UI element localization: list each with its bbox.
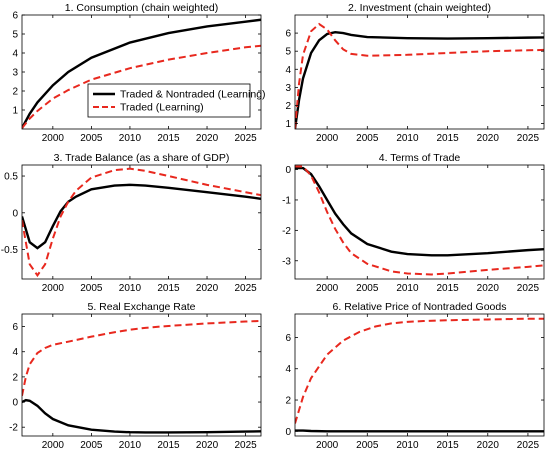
panel-2-frame: [294, 14, 545, 130]
panel-2-title: 2. Investment (chain weighted): [348, 2, 491, 14]
x-tick-label: 2005: [356, 440, 379, 451]
y-tick-label: 0.5: [4, 172, 18, 183]
y-tick-label: -3: [282, 256, 291, 267]
x-tick-label: 2000: [42, 283, 65, 294]
panel-3-series-traded-nontraded: [22, 183, 261, 250]
x-tick-label: 2015: [157, 133, 180, 144]
y-tick-label: 2: [285, 396, 291, 407]
panel-6-series-traded: [295, 317, 544, 424]
x-tick-label: 2000: [42, 440, 65, 451]
panel-6-title: 6. Relative Price of Nontraded Goods: [333, 301, 507, 313]
x-tick-label: 2010: [396, 133, 419, 144]
x-tick-label: 2020: [196, 283, 219, 294]
panel-4-series-traded-nontraded: [295, 166, 544, 257]
x-tick-label: 2005: [80, 283, 103, 294]
y-tick-label: 4: [12, 49, 18, 60]
x-tick-label: 2010: [119, 440, 142, 451]
x-tick-label: 2020: [477, 283, 500, 294]
x-tick-label: 2010: [396, 283, 419, 294]
x-tick-label: 2025: [517, 283, 540, 294]
x-tick-label: 2005: [80, 133, 103, 144]
y-tick-label: 0: [12, 208, 18, 219]
panel-4-title: 4. Terms of Trade: [379, 152, 461, 164]
y-tick-label: 6: [12, 11, 18, 22]
y-tick-label: -1: [282, 195, 291, 206]
panel-1-title: 1. Consumption (chain weighted): [65, 2, 219, 14]
y-tick-label: 2: [285, 101, 291, 112]
panel-5-series-traded-nontraded: [22, 398, 261, 434]
panel-2-series-traded: [295, 22, 544, 129]
panel-2-series-traded-nontraded: [295, 30, 544, 129]
x-tick-label: 2015: [436, 440, 459, 451]
legend-label: Traded (Learning): [120, 102, 204, 114]
x-tick-label: 2015: [436, 133, 459, 144]
y-tick-label: 5: [285, 47, 291, 58]
panel-6-series-traded-nontraded: [295, 429, 544, 433]
legend-box: [87, 83, 251, 118]
y-tick-label: 1: [12, 106, 18, 117]
x-tick-label: 2025: [517, 133, 540, 144]
panel-4: 4. Terms of Trade 2000 2005 2010 2015 2020 202…: [282, 152, 545, 294]
y-tick-label: 1: [285, 119, 291, 130]
panel-3: 3. Trade Balance (as a share of GDP) 2000…: [1, 152, 262, 294]
panel-5-title: 5. Real Exchange Rate: [88, 301, 196, 313]
x-tick-label: 2000: [316, 283, 339, 294]
y-tick-label: -2: [282, 226, 291, 237]
x-tick-label: 2005: [80, 440, 103, 451]
x-tick-label: 2000: [316, 440, 339, 451]
y-tick-label: -2: [9, 423, 18, 434]
x-tick-label: 2000: [316, 133, 339, 144]
panel-2: 2. Investment (chain weighted) 2000 2005 20…: [285, 2, 545, 144]
x-tick-label: 2025: [517, 440, 540, 451]
y-tick-label: 0: [285, 427, 291, 438]
panel-4-series-traded: [295, 165, 544, 276]
x-tick-label: 2020: [477, 133, 500, 144]
y-tick-label: 2: [12, 372, 18, 383]
panel-1: 1. Consumption (chain weighted) 2000 2005 2…: [12, 2, 265, 144]
x-tick-label: 2010: [119, 133, 142, 144]
y-tick-label: 4: [285, 364, 291, 375]
x-tick-label: 2020: [477, 440, 500, 451]
x-tick-label: 2015: [157, 440, 180, 451]
x-tick-label: 2015: [436, 283, 459, 294]
x-tick-label: 2005: [356, 283, 379, 294]
x-tick-label: 2020: [196, 133, 219, 144]
x-tick-label: 2000: [42, 133, 65, 144]
x-tick-label: 2010: [119, 283, 142, 294]
y-tick-label: 5: [12, 30, 18, 41]
legend: Traded & Nontraded (Learning)Traded (Lea…: [87, 83, 266, 118]
panel-3-frame: [21, 164, 262, 280]
panel-3-title: 3. Trade Balance (as a share of GDP): [54, 152, 230, 164]
y-tick-label: 4: [285, 65, 291, 76]
y-tick-label: 3: [12, 68, 18, 79]
x-tick-label: 2025: [234, 283, 257, 294]
panel-1-series-traded-nontraded: [22, 18, 261, 129]
panel-4-frame: [294, 164, 545, 280]
panel-5-series-traded: [22, 319, 261, 396]
panel-6: 6. Relative Price of Nontraded Goods 2000…: [285, 301, 545, 451]
legend-label: Traded & Nontraded (Learning): [120, 89, 266, 101]
y-tick-label: -0.5: [1, 245, 19, 256]
y-tick-label: 0: [12, 398, 18, 409]
x-tick-label: 2005: [356, 133, 379, 144]
x-tick-label: 2015: [157, 283, 180, 294]
y-tick-label: 2: [12, 87, 18, 98]
panel-5-frame: [21, 313, 262, 437]
y-tick-label: 6: [285, 29, 291, 40]
x-tick-label: 2025: [234, 133, 257, 144]
x-tick-label: 2025: [234, 440, 257, 451]
x-tick-label: 2010: [396, 440, 419, 451]
y-tick-label: 0: [285, 165, 291, 176]
x-tick-label: 2020: [196, 440, 219, 451]
y-tick-label: 3: [285, 83, 291, 94]
y-tick-label: 4: [12, 347, 18, 358]
y-tick-label: 6: [12, 322, 18, 333]
y-tick-label: 6: [285, 333, 291, 344]
panel-6-frame: [294, 313, 545, 437]
